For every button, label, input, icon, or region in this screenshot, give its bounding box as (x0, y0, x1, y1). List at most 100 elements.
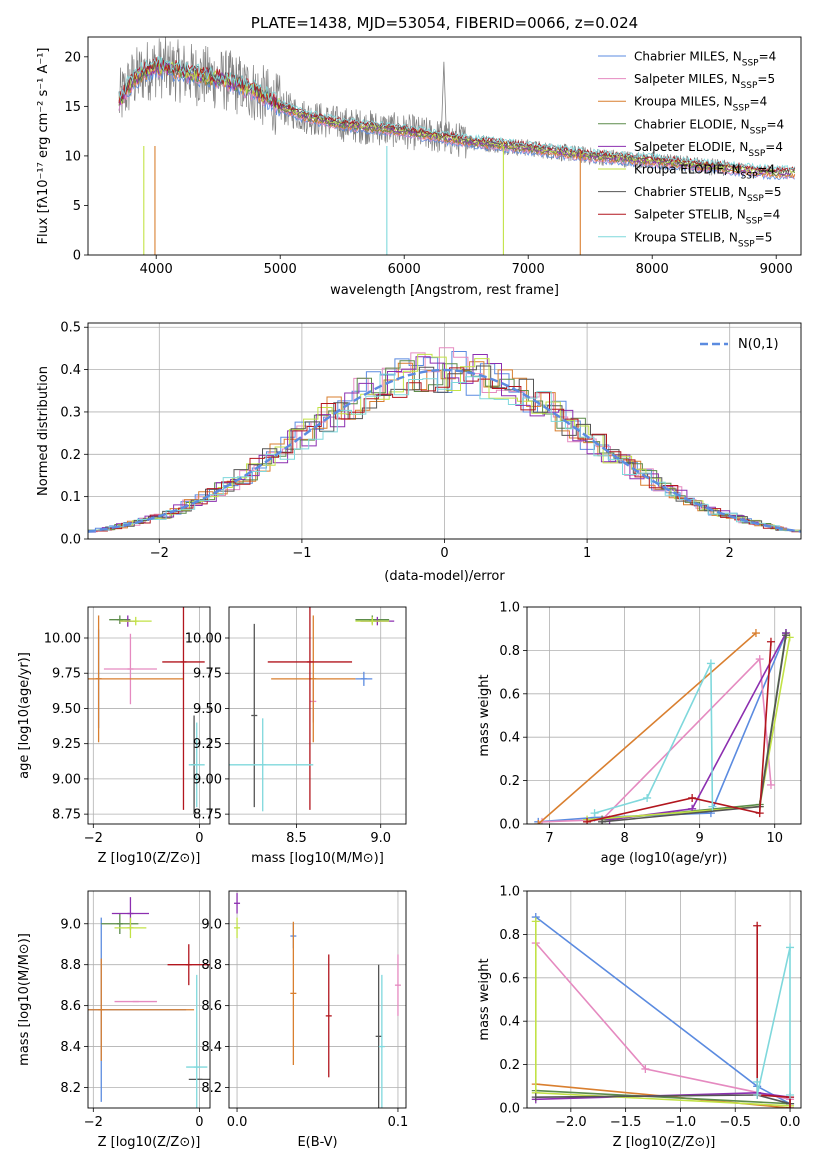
legend-subscript: SSP (747, 194, 764, 204)
x-tick-label: 1 (583, 546, 591, 561)
legend-subscript: SSP (741, 172, 758, 182)
weight-line-1 (535, 942, 791, 1104)
y-tick-label: 0.4 (499, 1015, 520, 1030)
y-tick-label: 20 (64, 50, 81, 65)
axes-frame (87, 890, 211, 1109)
axes-frame (87, 322, 802, 540)
x-tick-label: −2 (84, 831, 103, 846)
legend-label-8: Kroupa STELIB, NSSP=5 (634, 230, 772, 249)
legend-subscript: SSP (741, 81, 758, 91)
legend-label-5: Kroupa ELODIE, NSSP=4 (634, 163, 775, 182)
weight-line-3 (535, 1089, 791, 1105)
legend-normal-label: N(0,1) (738, 337, 779, 352)
y-tick-label: 9.00 (52, 772, 81, 787)
weight-marker-7 (753, 921, 762, 930)
weight-line-7 (586, 641, 772, 823)
weight-marker-1 (538, 817, 547, 824)
weight-marker-1 (641, 1064, 650, 1073)
weight-line-8 (756, 947, 791, 1096)
x-axis-label: (data-model)/error (384, 569, 505, 584)
x-tick-label: −2 (150, 546, 169, 561)
y-tick-label: 1.0 (499, 601, 520, 616)
weight-marker-6 (781, 631, 790, 640)
y-tick-label: 9.0 (60, 917, 81, 932)
legend-subscript: SSP (750, 126, 767, 136)
weight-marker-7 (786, 1104, 795, 1108)
plot-area (234, 893, 401, 1108)
legend-label-0: Chabrier MILES, NSSP=4 (634, 50, 776, 69)
y-axis-label: mass [log10(M/M⊙)] (17, 933, 32, 1066)
y-tick-label: 8.6 (201, 999, 222, 1014)
y-tick-label: 9.75 (52, 667, 81, 682)
y-tick-label: 9.25 (193, 737, 222, 752)
y-axis-label: age [log10(age/yr)] (17, 652, 32, 779)
x-axis-label: Z [log10(Z/Z⊙)] (98, 1135, 201, 1150)
weight-line-0 (535, 916, 791, 1105)
model-spectrum-8 (118, 55, 796, 171)
y-axis-label: mass weight (477, 958, 492, 1040)
y-tick-label: 0.2 (499, 774, 520, 789)
panel-mass-vs-Z: −2 0 8.2 8.4 8.6 8.8 9.0 Z [log10(Z/Z⊙)] mass [l… (17, 890, 211, 1150)
x-axis-label: mass [log10(M/M⊙)] (251, 851, 384, 866)
plot-area (88, 347, 801, 533)
x-tick-label: 7000 (512, 262, 545, 277)
y-axis-label: mass weight (477, 674, 492, 756)
weight-marker-2 (534, 820, 543, 824)
legend-subscript: SSP (733, 104, 750, 114)
weight-line-2 (537, 632, 757, 824)
y-tick-label: 8.2 (201, 1081, 222, 1096)
legend-subscript: SSP (746, 217, 763, 227)
legend-label-2: Kroupa MILES, NSSP=4 (634, 95, 767, 114)
plot-area (88, 607, 205, 815)
legend-count: =4 (765, 140, 783, 154)
y-tick-label: 0.6 (499, 687, 520, 702)
legend-subscript: SSP (738, 239, 755, 249)
histogram-0 (88, 351, 795, 533)
x-tick-label: 9.0 (370, 831, 391, 846)
weight-marker-7 (766, 637, 775, 646)
weight-line-1 (541, 657, 772, 823)
y-tick-label: 0.3 (60, 405, 81, 420)
y-tick-label: 10.00 (44, 632, 81, 647)
panel-residuals: −2 −1 0 1 2 0.0 0.1 0.2 0.3 0.4 0.5 N(0,1) (data-mod… (36, 321, 802, 584)
histogram-2 (88, 361, 798, 532)
weight-marker-8 (643, 793, 652, 802)
y-tick-label: 5 (73, 199, 81, 214)
legend-count: =4 (759, 50, 777, 64)
weight-marker-8 (786, 1090, 795, 1099)
y-tick-label: 0.0 (499, 1102, 520, 1117)
y-tick-label: 10 (64, 149, 81, 164)
normal-curve (88, 368, 801, 533)
x-tick-label: −1 (292, 546, 311, 561)
x-axis-label: Z [log10(Z/Z⊙)] (613, 1135, 716, 1150)
x-tick-label: 4000 (140, 262, 173, 277)
x-axis-label: age (log10(age/yr)) (601, 851, 728, 866)
y-tick-label: 0.8 (499, 928, 520, 943)
weight-marker-8 (753, 1090, 762, 1099)
y-tick-label: 9.75 (193, 667, 222, 682)
weight-line-0 (538, 632, 787, 823)
x-tick-label: 9000 (760, 262, 793, 277)
legend-text: Chabrier ELODIE, N (634, 117, 750, 131)
plot-area (118, 37, 796, 255)
x-tick-label: −2 (84, 1115, 103, 1130)
weight-marker-5 (531, 917, 540, 926)
legend-label-6: Chabrier STELIB, NSSP=5 (634, 185, 782, 204)
y-tick-label: 8.4 (201, 1040, 222, 1055)
x-tick-label: 0.0 (780, 1115, 801, 1130)
y-tick-label: 0.4 (60, 363, 81, 378)
x-tick-label: 8000 (636, 262, 669, 277)
legend-text: Salpeter MILES, N (634, 72, 741, 86)
plot-area (229, 607, 395, 812)
x-tick-label: 9 (696, 831, 704, 846)
weight-line-5 (587, 637, 791, 821)
y-tick-label: 0.6 (499, 971, 520, 986)
x-axis-label: E(B-V) (297, 1135, 337, 1150)
histogram-6 (91, 365, 801, 532)
legend-text: Chabrier STELIB, N (634, 185, 747, 199)
legend-text: Salpeter ELODIE, N (634, 140, 748, 154)
legend-label-1: Salpeter MILES, NSSP=5 (634, 72, 775, 91)
x-tick-label: −0.5 (719, 1115, 751, 1130)
legend-count: =4 (757, 163, 775, 177)
